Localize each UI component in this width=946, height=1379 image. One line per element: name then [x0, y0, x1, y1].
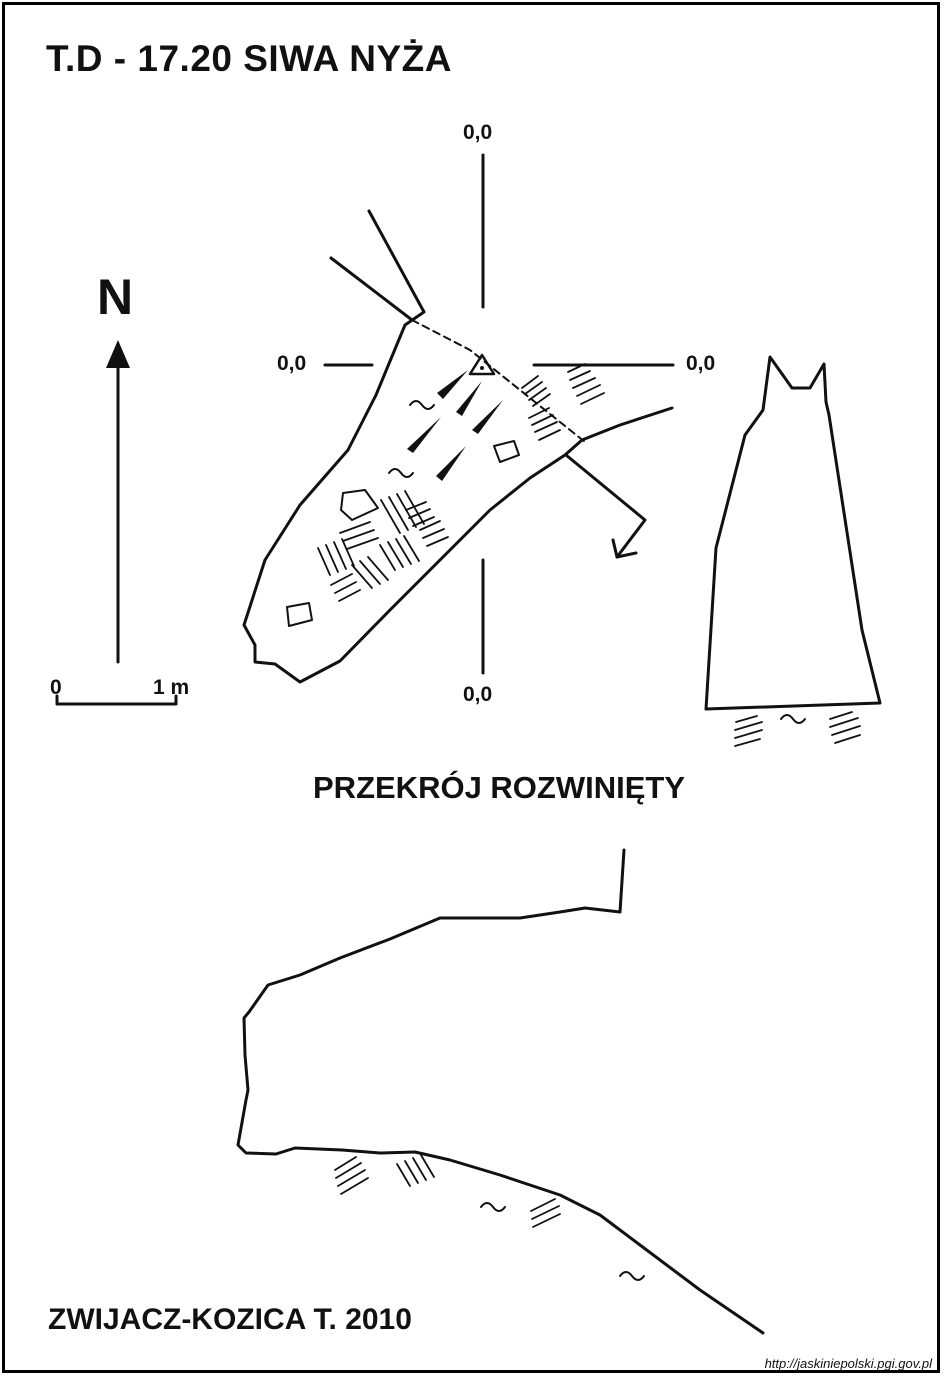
scale-label-one: 1 m	[153, 676, 190, 699]
source-url: http://jaskiniepolski.pgi.gov.pl	[764, 1356, 932, 1371]
map-title: T.D - 17.20 SIWA NYŻA	[46, 38, 452, 79]
scale-label-zero: 0	[50, 676, 62, 699]
rubble-hatching-plan	[317, 363, 605, 602]
north-label: N	[97, 269, 134, 325]
coordinate-crosshair	[323, 153, 675, 675]
author-credit: ZWIJACZ-KOZICA T. 2010	[48, 1303, 412, 1336]
cross-section-outline	[704, 355, 882, 747]
slope-arrow-icons	[407, 370, 503, 481]
clay-tilde-icons	[388, 400, 806, 1281]
scale-bar	[55, 694, 178, 706]
coord-label-bottom: 0,0	[463, 683, 493, 706]
rock-block-icons	[286, 440, 520, 627]
north-arrow-icon	[106, 340, 130, 664]
coord-label-left: 0,0	[277, 352, 307, 375]
developed-section-outline	[236, 848, 765, 1335]
coord-label-top: 0,0	[463, 121, 493, 144]
coord-label-right: 0,0	[686, 352, 716, 375]
cave-plan-outline	[242, 209, 674, 684]
survey-station-icon	[468, 353, 496, 376]
section-title: PRZEKRÓJ ROZWINIĘTY	[313, 770, 686, 805]
